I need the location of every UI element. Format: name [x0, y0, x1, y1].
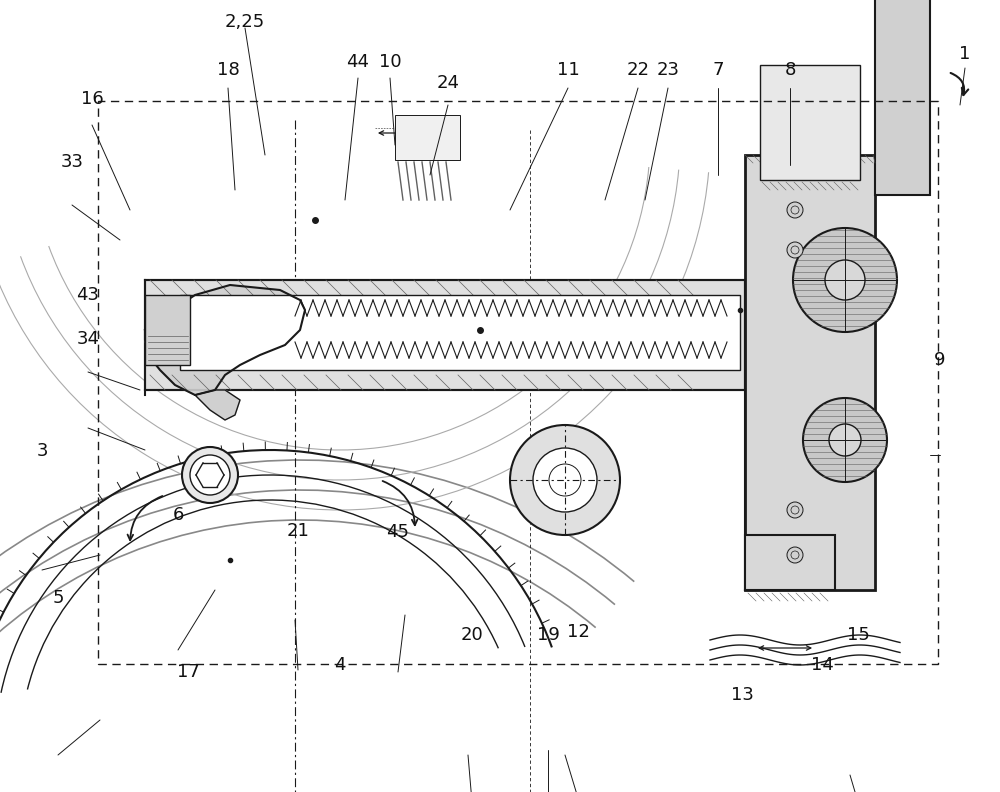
Text: 3: 3 — [36, 443, 48, 460]
Text: 17: 17 — [177, 663, 199, 680]
Bar — [745, 155, 875, 590]
Circle shape — [533, 448, 597, 512]
Bar — [875, 0, 930, 195]
Bar — [180, 295, 740, 370]
Circle shape — [787, 502, 803, 518]
Text: 7: 7 — [712, 61, 724, 78]
Text: 34: 34 — [76, 330, 100, 348]
Text: 2,25: 2,25 — [225, 13, 265, 31]
Polygon shape — [145, 285, 305, 395]
Bar — [145, 280, 745, 390]
Circle shape — [829, 424, 861, 456]
Circle shape — [510, 425, 620, 535]
Text: 12: 12 — [567, 623, 589, 641]
Circle shape — [803, 398, 887, 482]
Text: 14: 14 — [811, 657, 833, 674]
Text: 9: 9 — [934, 352, 946, 369]
Text: 16: 16 — [81, 90, 103, 108]
Text: 20: 20 — [461, 626, 483, 644]
Polygon shape — [195, 390, 240, 420]
Text: 10: 10 — [379, 53, 401, 70]
Text: 6: 6 — [172, 506, 184, 524]
Text: 19: 19 — [537, 626, 559, 644]
Bar — [395, 115, 460, 160]
Circle shape — [190, 455, 230, 495]
Bar — [760, 65, 860, 180]
Text: 11: 11 — [557, 61, 579, 78]
Circle shape — [787, 202, 803, 218]
Text: 15: 15 — [847, 626, 869, 644]
Text: 1: 1 — [959, 45, 971, 63]
Bar — [145, 295, 190, 365]
Text: 33: 33 — [60, 154, 84, 171]
Bar — [745, 535, 835, 590]
Text: 21: 21 — [287, 522, 309, 539]
Text: 24: 24 — [436, 74, 460, 92]
Circle shape — [787, 242, 803, 258]
Text: 22: 22 — [626, 61, 650, 78]
Text: 18: 18 — [217, 61, 239, 78]
Circle shape — [182, 447, 238, 503]
Text: 45: 45 — [386, 524, 410, 541]
Bar — [98, 101, 938, 664]
Circle shape — [793, 228, 897, 332]
Text: 4: 4 — [334, 657, 346, 674]
Text: 44: 44 — [347, 53, 370, 70]
Text: 43: 43 — [76, 286, 100, 303]
Text: 5: 5 — [52, 589, 64, 607]
Circle shape — [825, 260, 865, 300]
Text: 23: 23 — [656, 61, 680, 78]
Circle shape — [787, 547, 803, 563]
Text: 8: 8 — [784, 61, 796, 78]
Text: 13: 13 — [731, 687, 753, 704]
